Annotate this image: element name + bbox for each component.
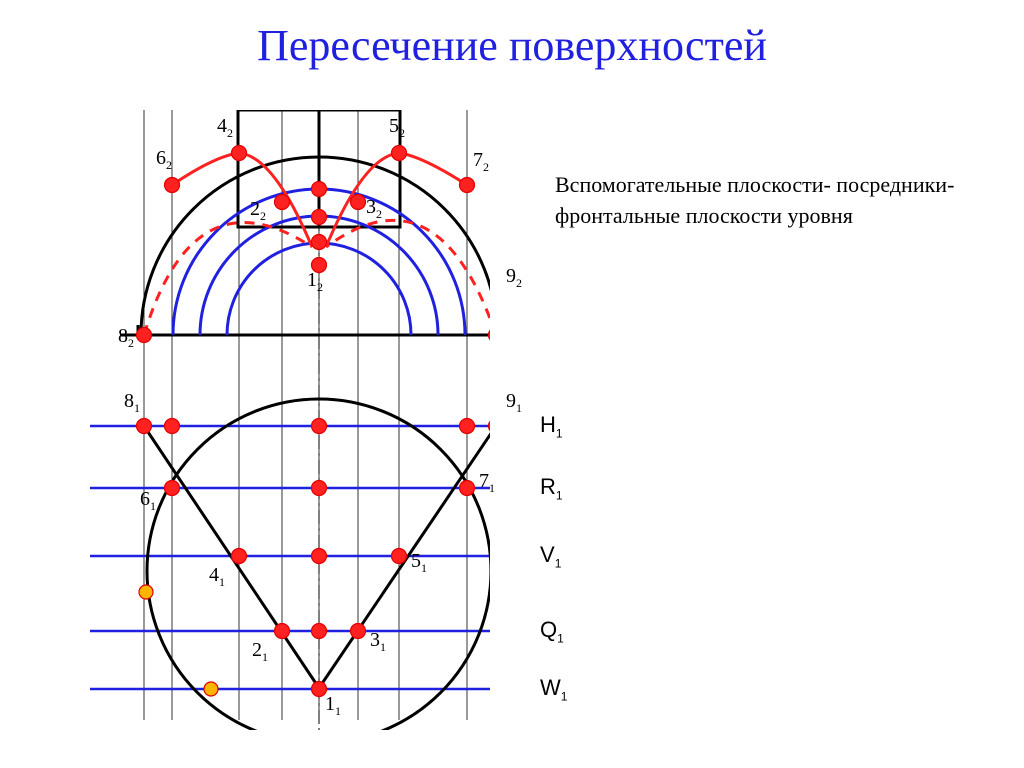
point-label: 11 bbox=[325, 693, 341, 719]
point-label: 51 bbox=[411, 550, 427, 576]
point-label: 41 bbox=[209, 564, 225, 590]
point-label: 52 bbox=[389, 115, 405, 141]
point-label: 92 bbox=[506, 265, 522, 291]
point-label: 42 bbox=[217, 115, 233, 141]
point-label: 32 bbox=[366, 196, 382, 222]
point-label: 91 bbox=[506, 390, 522, 416]
page-title: Пересечение поверхностей bbox=[257, 20, 767, 71]
point-label: W1 bbox=[540, 675, 567, 703]
point-label: V1 bbox=[540, 542, 561, 570]
point-label: 22 bbox=[250, 198, 266, 224]
point-label: R1 bbox=[540, 474, 563, 502]
point-label: 12 bbox=[307, 269, 323, 295]
description-text: Вспомогательные плоскости- посредники- ф… bbox=[555, 170, 955, 232]
point-label: 72 bbox=[473, 149, 489, 175]
diagram-svg bbox=[70, 110, 490, 730]
point-label: 62 bbox=[156, 147, 172, 173]
point-label: 61 bbox=[140, 488, 156, 514]
point-label: H1 bbox=[540, 412, 563, 440]
point-label: 82 bbox=[118, 325, 134, 351]
point-label: Q1 bbox=[540, 617, 564, 645]
point-label: 71 bbox=[479, 470, 495, 496]
point-label: 21 bbox=[252, 639, 268, 665]
diagram-container bbox=[70, 110, 490, 730]
point-label: 31 bbox=[370, 629, 386, 655]
point-label: 81 bbox=[124, 390, 140, 416]
